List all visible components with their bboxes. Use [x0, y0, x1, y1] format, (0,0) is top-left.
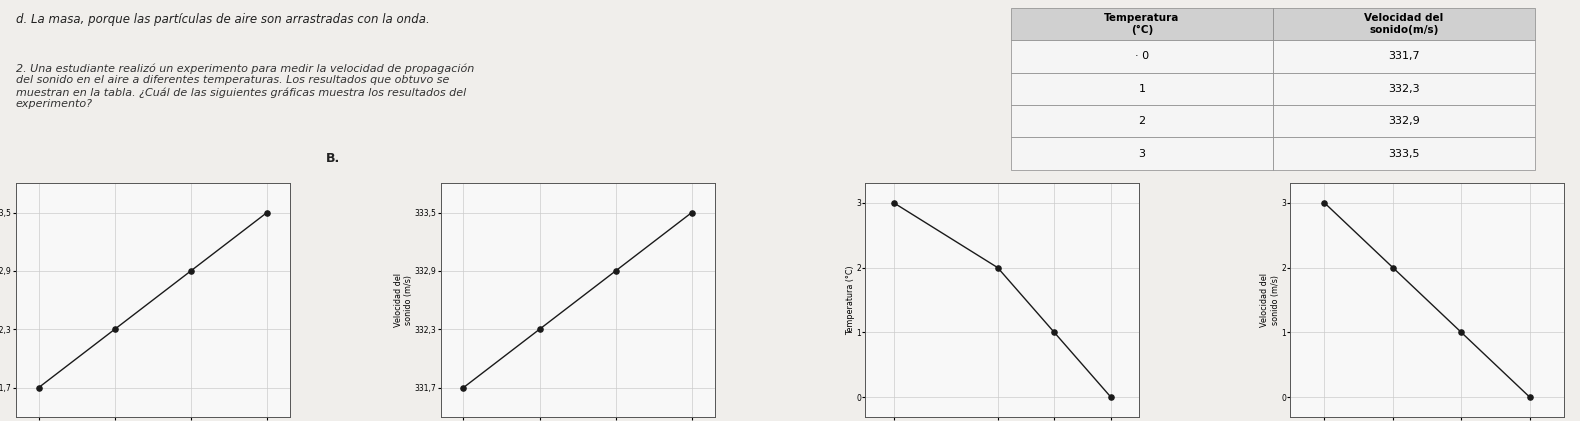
- Point: [984, 264, 1010, 271]
- Text: B.: B.: [325, 152, 340, 165]
- Point: [450, 384, 476, 391]
- Point: [25, 384, 51, 391]
- Point: [604, 267, 629, 274]
- Point: [1449, 329, 1474, 336]
- Point: [179, 267, 204, 274]
- Point: [1098, 394, 1123, 401]
- Text: 2. Una estudiante realizó un experimento para medir la velocidad de propagación
: 2. Una estudiante realizó un experimento…: [16, 64, 474, 109]
- Y-axis label: Temperatura (°C): Temperatura (°C): [845, 265, 855, 335]
- Point: [254, 209, 280, 216]
- Point: [679, 209, 705, 216]
- Point: [882, 200, 907, 206]
- Text: d. La masa, porque las partículas de aire son arrastradas con la onda.: d. La masa, porque las partículas de air…: [16, 13, 430, 26]
- Point: [1311, 200, 1337, 206]
- Point: [1517, 394, 1542, 401]
- Point: [526, 326, 551, 333]
- Point: [1041, 329, 1066, 336]
- Point: [1381, 264, 1406, 271]
- Y-axis label: Velocidad del
sonido (m/s): Velocidad del sonido (m/s): [1261, 273, 1280, 327]
- Y-axis label: Velocidad del
sonido (m/s): Velocidad del sonido (m/s): [393, 273, 412, 327]
- Point: [103, 326, 128, 333]
